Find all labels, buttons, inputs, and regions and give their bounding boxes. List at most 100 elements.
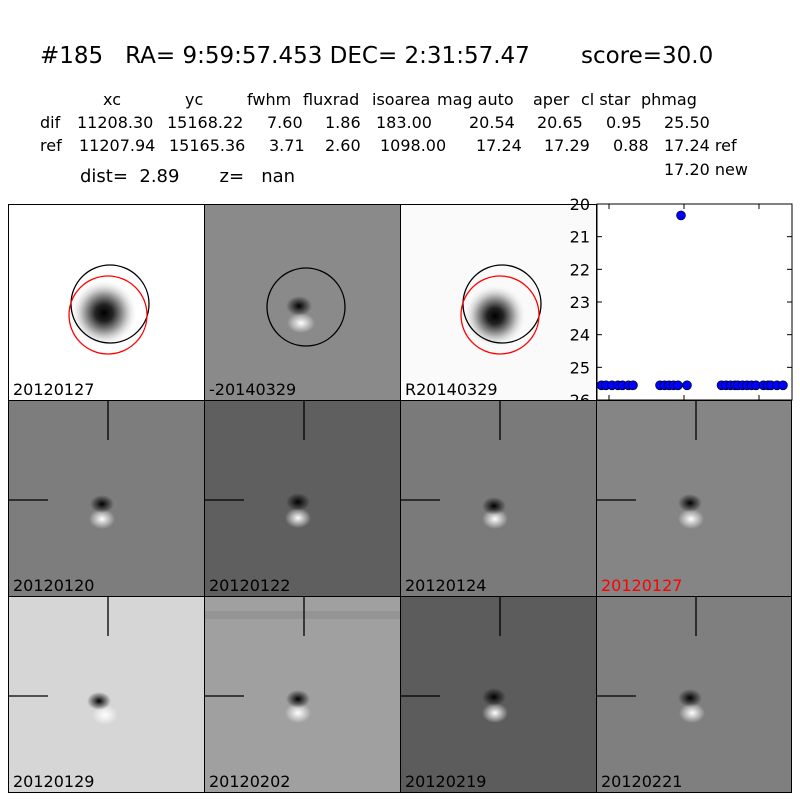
y-tick-label: 25 [570, 358, 590, 377]
stamp-image [401, 205, 596, 400]
col-header-mag-auto: mag auto [437, 90, 514, 109]
stamp-image [401, 597, 596, 792]
star-blob [463, 284, 527, 348]
stamp-image [401, 401, 596, 596]
dipole-dark [87, 692, 111, 710]
dipole-dark [678, 689, 702, 707]
dipole-dark [482, 688, 506, 706]
ref-fluxrad: 2.60 [325, 136, 361, 155]
stamp-label: 20120127 [13, 380, 95, 399]
stamp-image [597, 597, 791, 792]
stamp-image [9, 597, 204, 792]
stamp-label: R20140329 [405, 380, 498, 399]
phmag-new: 17.20 new [664, 160, 748, 179]
stamp-label: 20120127 [601, 576, 683, 595]
data-point-11 [673, 380, 683, 391]
y-tick-label: 23 [570, 293, 590, 312]
stamp-image [205, 205, 400, 400]
dipole-light [678, 509, 704, 529]
dipole-dark [482, 497, 506, 515]
row-label-ref: ref [40, 136, 62, 155]
aperture-circle-red [68, 275, 148, 355]
stamp-grid-0: 20120120 [8, 400, 205, 597]
dif-mag-auto: 20.54 [469, 113, 515, 132]
stamp-label: 20120219 [405, 772, 487, 791]
ref-fwhm: 3.71 [269, 136, 305, 155]
dipole-dark [286, 296, 312, 316]
dipole-dark [90, 495, 114, 513]
stamp-label: 20120122 [209, 576, 291, 595]
dif-phmag: 25.50 [664, 113, 710, 132]
col-header-aper: aper [533, 90, 570, 109]
data-point-12 [676, 210, 686, 221]
dipole-light [285, 703, 311, 723]
aperture-circle-black [266, 267, 346, 347]
dipole-light [285, 508, 311, 528]
dipole-light [287, 313, 315, 333]
ref-mag-auto: 17.24 [476, 136, 522, 155]
stamp-grid-5: 20120202 [204, 596, 401, 793]
stamp-grid-7: 20120221 [596, 596, 792, 793]
stamp-image [9, 205, 204, 400]
light-curve-plot: 20212223242526050100 [560, 195, 800, 436]
col-header-fwhm: fwhm [247, 90, 292, 109]
y-tick-label: 24 [570, 326, 590, 345]
dipole-light [482, 703, 508, 723]
dipole-light [92, 705, 118, 725]
data-point-13 [682, 380, 692, 391]
col-header-phmag: phmag [641, 90, 697, 109]
stamp-image [205, 597, 400, 792]
col-header-xc: xc [103, 90, 121, 109]
stamp-grid-1: 20120122 [204, 400, 401, 597]
stamp-image [597, 401, 791, 596]
col-header-isoarea: isoarea [372, 90, 431, 109]
stamp-ref-R20140329: R20140329 [400, 204, 597, 401]
y-tick-label: 20 [570, 196, 590, 214]
stamp-image [9, 401, 204, 596]
stamp-grid-2: 20120124 [400, 400, 597, 597]
stamp-ref-20120127: 20120127 [8, 204, 205, 401]
col-header-yc: yc [185, 90, 204, 109]
dipole-dark [286, 493, 310, 511]
dipole-dark [678, 494, 702, 512]
dif-fwhm: 7.60 [267, 113, 303, 132]
y-tick-label: 22 [570, 260, 590, 279]
dif-fluxrad: 1.86 [325, 113, 361, 132]
stamp-grid-3: 20120127 [596, 400, 792, 597]
data-point-27 [778, 380, 788, 391]
stamp-label: -20140329 [209, 380, 297, 399]
ref-phmag: 17.24 ref [664, 136, 737, 155]
y-tick-label: 21 [570, 228, 590, 247]
stamp-label: 20120129 [13, 772, 95, 791]
star-blob [70, 279, 138, 347]
ref-yc: 15165.36 [169, 136, 246, 155]
stamp-grid-6: 20120219 [400, 596, 597, 793]
data-point-6 [628, 380, 638, 391]
ref-xc: 11207.94 [79, 136, 156, 155]
dif-isoarea: 183.00 [376, 113, 432, 132]
stamp-label: 20120202 [209, 772, 291, 791]
dist-z-line: dist= 2.89 z= nan [80, 166, 296, 187]
stamp-grid-4: 20120129 [8, 596, 205, 793]
page-title: #185 RA= 9:59:57.453 DEC= 2:31:57.47 sco… [40, 43, 714, 69]
dipole-light [679, 703, 705, 723]
stamp-diff-20140329: -20140329 [204, 204, 401, 401]
dif-aper: 20.65 [537, 113, 583, 132]
dif-yc: 15168.22 [167, 113, 244, 132]
plot-area [596, 203, 793, 401]
stamp-label: 20120221 [601, 772, 683, 791]
dif-xc: 11208.30 [77, 113, 154, 132]
ref-cl-star: 0.88 [613, 136, 649, 155]
ref-isoarea: 1098.00 [380, 136, 447, 155]
aperture-circle-red [460, 275, 540, 355]
dipole-dark [286, 690, 310, 708]
row-label-dif: dif [40, 113, 61, 132]
light-curve-svg: 20212223242526050100 [570, 195, 793, 423]
stamp-image [205, 401, 400, 596]
dipole-light [482, 509, 508, 529]
dipole-light [89, 509, 115, 529]
col-header-cl-star: cl star [581, 90, 631, 109]
dif-cl-star: 0.95 [606, 113, 642, 132]
stamp-label: 20120124 [405, 576, 487, 595]
col-header-fluxrad: fluxrad [303, 90, 360, 109]
